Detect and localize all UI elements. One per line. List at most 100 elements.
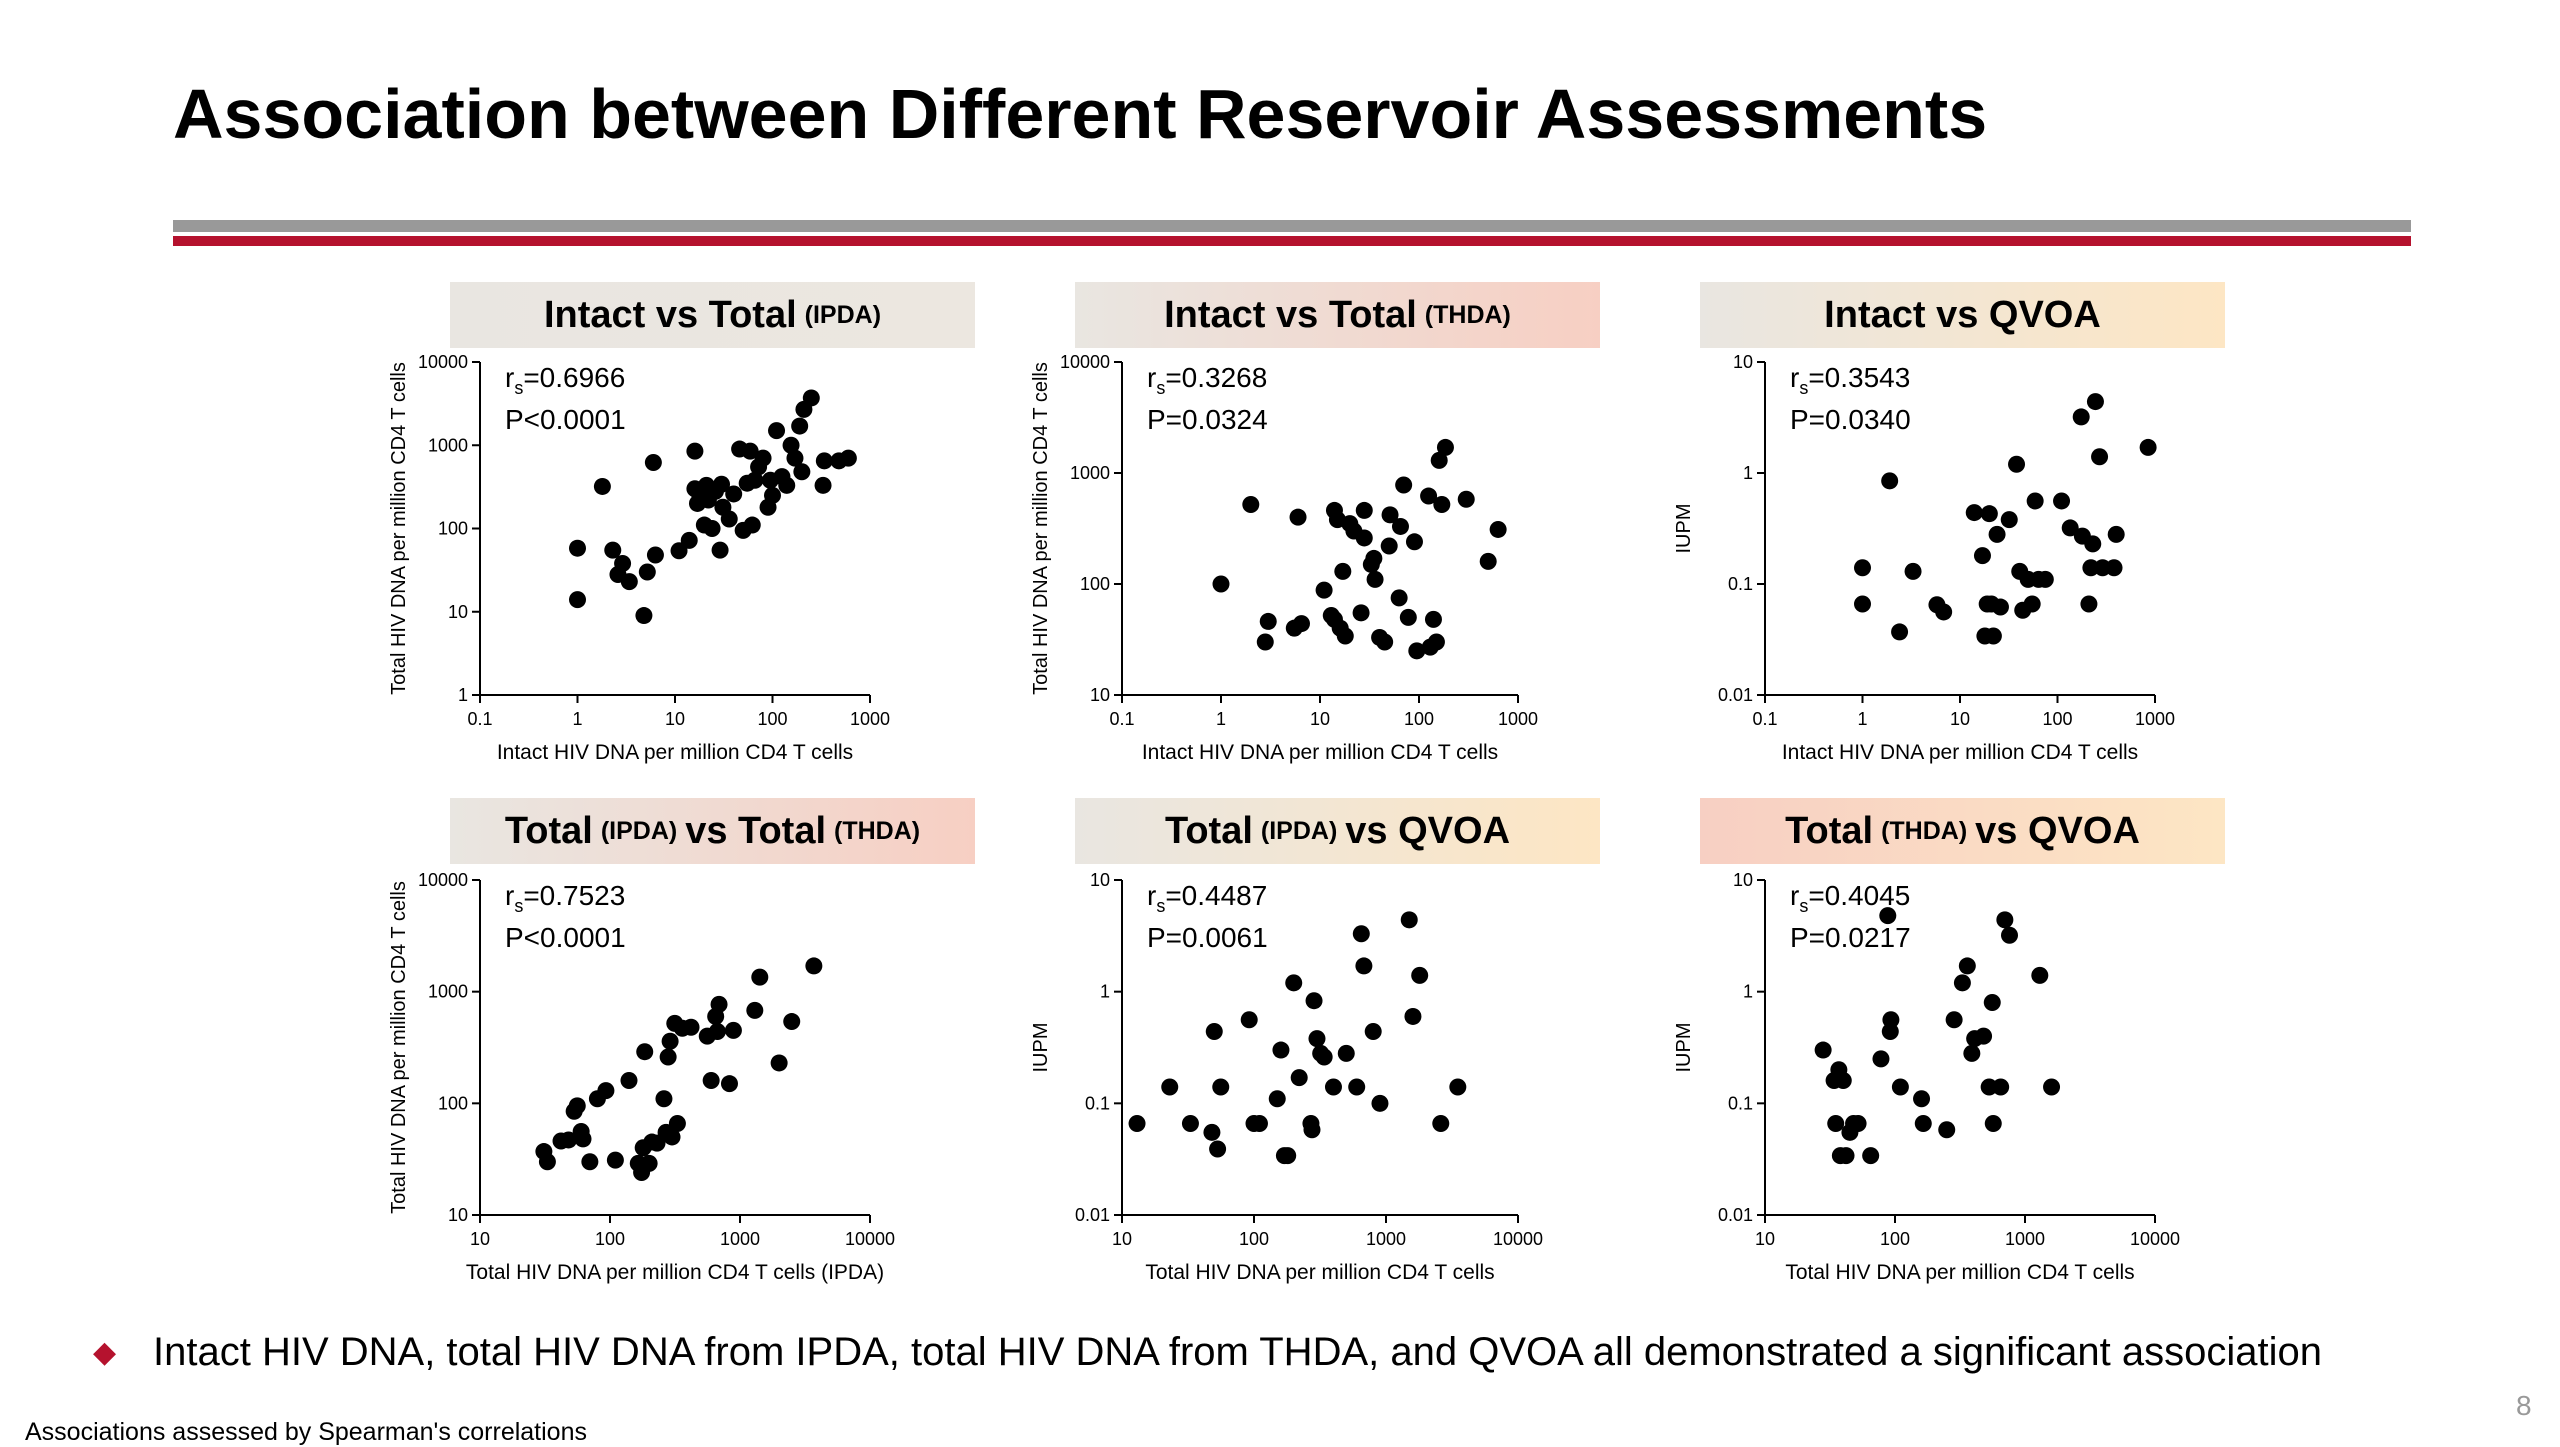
x-tick-label: 10000 [1493, 1229, 1543, 1249]
r-value: =0.3543 [1808, 362, 1910, 393]
x-tick-label: 1 [572, 709, 582, 729]
scatter-point [2036, 570, 2054, 588]
y-tick-label: 10000 [1060, 352, 1110, 372]
scatter-point [1289, 508, 1307, 526]
scatter-point [1181, 1114, 1199, 1132]
chart-header: Intact vs QVOA [1700, 282, 2225, 348]
chart-title-part: (IPDA) [600, 816, 678, 845]
scatter-point [1376, 633, 1394, 651]
chart-title-part: Intact vs QVOA [1824, 293, 2101, 336]
scatter-point [2043, 1078, 2061, 1096]
scatter-point [1827, 1114, 1845, 1132]
scatter-point [1814, 1041, 1832, 1059]
scatter-point [1854, 559, 1871, 577]
spearman-r-annotation: rs=0.4487 [1147, 880, 1267, 916]
y-axis-label: IUPM [1673, 504, 1695, 554]
r-symbol: r [1790, 880, 1799, 911]
scatter-point [751, 968, 769, 986]
x-tick-label: 0.1 [1109, 709, 1134, 729]
scatter-point [2091, 448, 2109, 466]
scatter-point [1364, 1022, 1382, 1040]
scatter-point [593, 477, 611, 495]
x-tick-label: 0.1 [1752, 709, 1777, 729]
chart-header: Total (IPDA) vs Total (THDA) [450, 798, 975, 864]
scatter-point [636, 1043, 654, 1061]
scatter-point [597, 1082, 615, 1100]
scatter-point [568, 1097, 586, 1115]
scatter-point [746, 1001, 764, 1019]
footnote: Associations assessed by Spearman's corr… [25, 1418, 587, 1446]
scatter-point [768, 422, 786, 440]
r-subscript: s [514, 896, 523, 916]
scatter-point [1872, 1050, 1890, 1068]
y-axis-label: Total HIV DNA per million CD4 T cells [388, 362, 410, 695]
scatter-point [668, 1114, 686, 1132]
x-tick-label: 1000 [2135, 709, 2175, 729]
scatter-point [1973, 547, 1991, 565]
scatter-point [1399, 608, 1417, 626]
scatter-point [569, 591, 586, 609]
scatter-point [1259, 612, 1277, 630]
scatter-point [754, 449, 772, 467]
scatter-point [1849, 1114, 1867, 1132]
x-tick-label: 1000 [2005, 1229, 2045, 1249]
scatter-point [782, 436, 800, 454]
y-axis-label: IUPM [1673, 1023, 1695, 1073]
scatter-point [638, 563, 656, 581]
scatter-point [680, 531, 698, 549]
scatter-point [2001, 926, 2019, 944]
x-axis-label: Total HIV DNA per million CD4 T cells (I… [466, 1261, 884, 1284]
x-tick-label: 1 [1216, 709, 1226, 729]
y-tick-label: 10000 [418, 352, 468, 372]
chart-title-part: Intact vs Total [543, 293, 797, 336]
scatter-point [839, 449, 857, 467]
scatter-point [1390, 589, 1408, 607]
scatter-point [1945, 1011, 1963, 1029]
scatter-point [1963, 1044, 1981, 1062]
scatter-point [1965, 504, 1983, 522]
scatter-point [1355, 501, 1373, 519]
scatter-point [2023, 595, 2041, 613]
scatter-point [1457, 490, 1475, 508]
scatter-point [560, 1131, 578, 1149]
r-symbol: r [1790, 362, 1799, 393]
x-axis-label: Total HIV DNA per million CD4 T cells [1785, 1261, 2134, 1284]
x-tick-label: 1000 [1498, 709, 1538, 729]
bullet-point: ◆ Intact HIV DNA, total HIV DNA from IPD… [93, 1330, 2322, 1375]
scatter-point [1334, 562, 1352, 580]
scatter-point [1209, 1140, 1227, 1158]
scatter-point [1279, 1147, 1297, 1165]
x-tick-label: 1000 [1366, 1229, 1406, 1249]
r-value: =0.4045 [1808, 880, 1910, 911]
scatter-point [1879, 907, 1897, 925]
scatter-point [640, 1154, 658, 1172]
scatter-point [1212, 1078, 1230, 1096]
chart-title-part: (THDA) [1424, 300, 1511, 329]
x-tick-label: 10 [665, 709, 685, 729]
scatter-point [2139, 438, 2157, 456]
y-axis-label: IUPM [1030, 1023, 1052, 1073]
scatter-point [1256, 633, 1274, 651]
x-tick-label: 10000 [845, 1229, 895, 1249]
scatter-point [2031, 966, 2049, 984]
y-axis-label: Total HIV DNA per million CD4 T cells [388, 881, 410, 1214]
scatter-point [720, 510, 738, 528]
scatter-point [1308, 1030, 1326, 1048]
spearman-r-annotation: rs=0.4045 [1790, 880, 1910, 916]
scatter-point [1862, 1147, 1880, 1165]
scatter-point [606, 1151, 624, 1169]
scatter-point [569, 539, 586, 557]
r-subscript: s [1799, 378, 1808, 398]
scatter-point [783, 1013, 801, 1031]
y-tick-label: 0.01 [1718, 685, 1753, 705]
scatter-point [2082, 559, 2100, 577]
chart-title-part: Total [1785, 809, 1874, 852]
y-tick-label: 1000 [1070, 463, 1110, 483]
scatter-point [1914, 1114, 1932, 1132]
scatter-point [2008, 455, 2026, 473]
scatter-point [778, 476, 796, 494]
scatter-point [1436, 438, 1454, 456]
scatter-point [1303, 1121, 1321, 1139]
